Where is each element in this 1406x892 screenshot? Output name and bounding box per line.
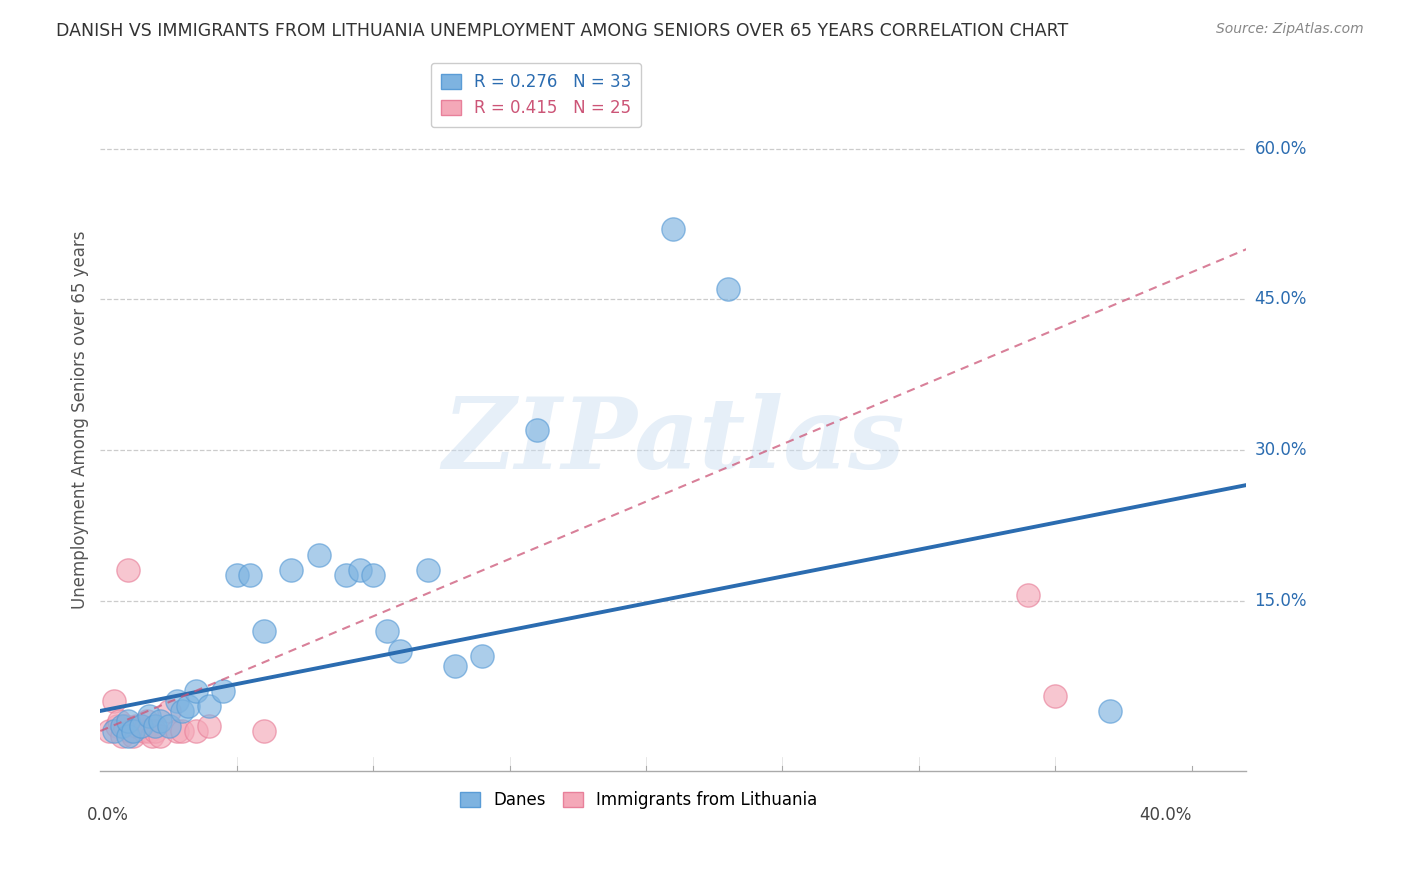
Point: [129, 719, 152, 733]
Point: [349, 563, 371, 577]
Text: ZIPatlas: ZIPatlas: [441, 392, 904, 489]
Point: [122, 723, 145, 738]
Point: [143, 723, 166, 738]
Point: [717, 282, 740, 296]
Point: [117, 714, 139, 728]
Text: DANISH VS IMMIGRANTS FROM LITHUANIA UNEMPLOYMENT AMONG SENIORS OVER 65 YEARS COR: DANISH VS IMMIGRANTS FROM LITHUANIA UNEM…: [56, 22, 1069, 40]
Point: [198, 698, 221, 713]
Point: [1017, 589, 1039, 603]
Text: 60.0%: 60.0%: [1254, 140, 1308, 158]
Y-axis label: Unemployment Among Seniors over 65 years: Unemployment Among Seniors over 65 years: [72, 230, 89, 609]
Point: [280, 563, 302, 577]
Point: [166, 723, 188, 738]
Text: 45.0%: 45.0%: [1254, 291, 1308, 309]
Point: [444, 658, 467, 673]
Point: [141, 729, 163, 743]
Point: [97, 723, 120, 738]
Point: [157, 704, 180, 718]
Point: [111, 729, 134, 743]
Point: [416, 563, 439, 577]
Point: [172, 704, 194, 718]
Point: [103, 723, 125, 738]
Point: [103, 694, 125, 708]
Point: [176, 698, 198, 713]
Point: [662, 222, 685, 236]
Text: 0.0%: 0.0%: [87, 806, 128, 824]
Point: [198, 719, 221, 733]
Point: [471, 648, 494, 663]
Point: [138, 723, 160, 738]
Point: [526, 423, 548, 437]
Point: [149, 714, 172, 728]
Point: [253, 624, 276, 638]
Point: [335, 568, 357, 582]
Point: [120, 723, 142, 738]
Point: [122, 729, 145, 743]
Point: [125, 719, 148, 733]
Text: 15.0%: 15.0%: [1254, 591, 1308, 609]
Point: [253, 723, 276, 738]
Point: [166, 694, 188, 708]
Point: [184, 683, 207, 698]
Point: [212, 683, 235, 698]
Point: [1045, 689, 1067, 703]
Text: Source: ZipAtlas.com: Source: ZipAtlas.com: [1216, 22, 1364, 37]
Point: [375, 624, 398, 638]
Point: [135, 714, 157, 728]
Point: [143, 719, 166, 733]
Point: [105, 719, 128, 733]
Point: [149, 729, 172, 743]
Point: [132, 723, 155, 738]
Point: [117, 729, 139, 743]
Point: [225, 568, 247, 582]
Point: [308, 549, 330, 563]
Point: [184, 723, 207, 738]
Point: [138, 709, 160, 723]
Point: [117, 563, 139, 577]
Point: [1098, 704, 1121, 718]
Point: [114, 719, 136, 733]
Point: [389, 643, 412, 657]
Legend: Danes, Immigrants from Lithuania: Danes, Immigrants from Lithuania: [454, 784, 824, 815]
Point: [172, 723, 194, 738]
Text: 40.0%: 40.0%: [1139, 806, 1192, 824]
Text: 30.0%: 30.0%: [1254, 441, 1308, 459]
Point: [111, 719, 134, 733]
Point: [239, 568, 262, 582]
Point: [361, 568, 384, 582]
Point: [157, 719, 180, 733]
Point: [108, 714, 131, 728]
Point: [129, 719, 152, 733]
